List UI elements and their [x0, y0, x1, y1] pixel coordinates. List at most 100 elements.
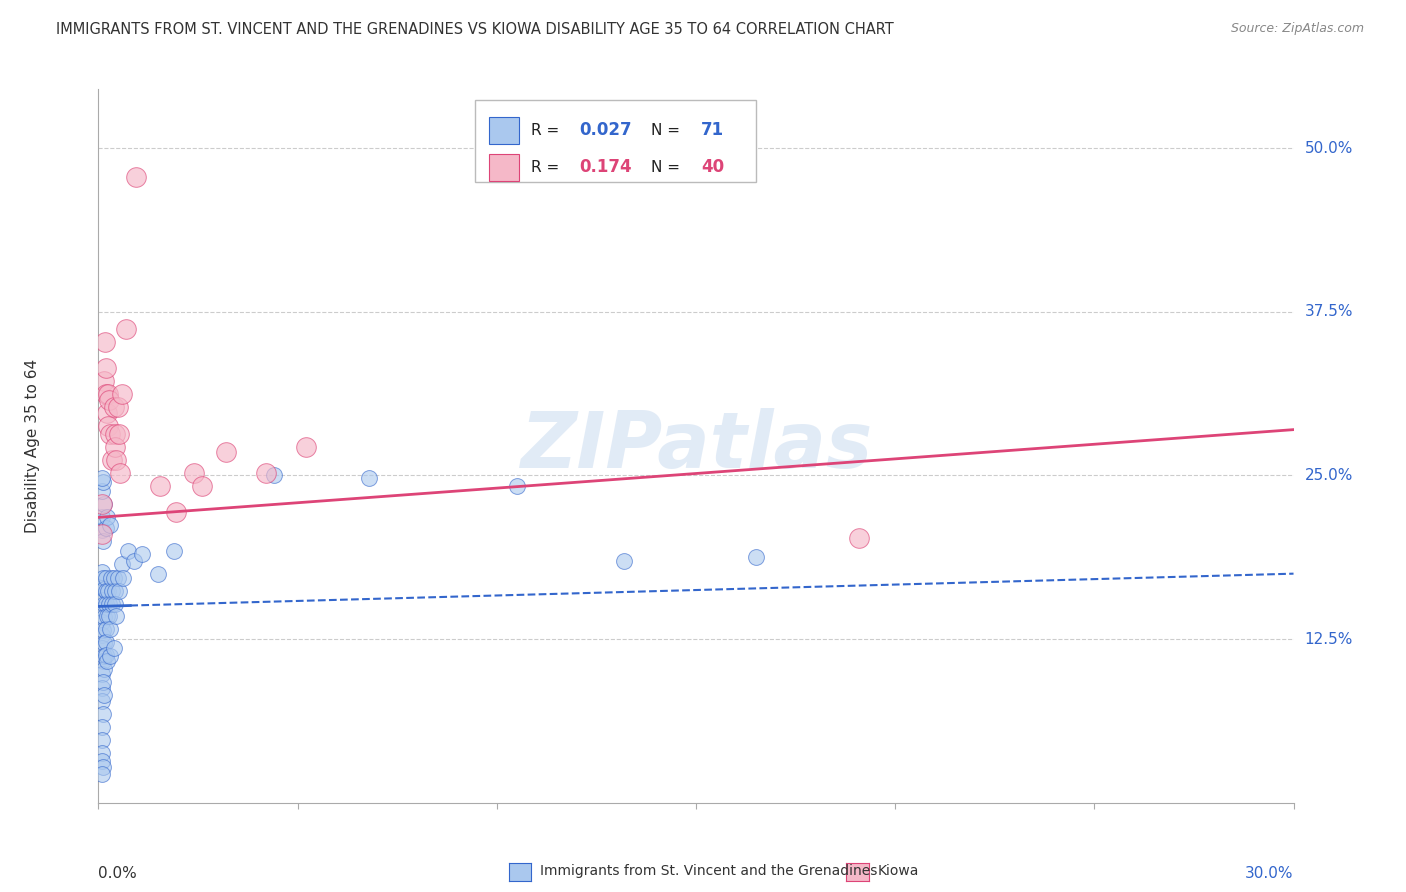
Point: [91, 592, 114, 607]
Point: [98, 649, 122, 664]
Point: [90, 615, 112, 629]
Text: 25.0%: 25.0%: [1305, 468, 1353, 483]
Text: 12.5%: 12.5%: [1305, 632, 1353, 647]
Point: [91, 475, 114, 489]
Text: 40: 40: [700, 159, 724, 177]
Point: [103, 641, 125, 656]
Point: [112, 571, 135, 585]
Point: [96, 510, 118, 524]
Point: [96, 608, 118, 623]
Point: [93, 497, 115, 511]
Point: [90, 497, 112, 511]
Point: [91, 694, 114, 708]
Point: [848, 531, 870, 545]
Point: [215, 445, 238, 459]
Point: [93, 610, 115, 624]
Point: [131, 547, 153, 561]
Point: [94, 571, 117, 585]
Text: 0.0%: 0.0%: [98, 865, 138, 880]
Point: [103, 401, 125, 415]
Point: [96, 654, 118, 668]
Point: [91, 654, 114, 668]
Point: [103, 571, 125, 585]
Point: [108, 583, 131, 598]
Point: [91, 571, 114, 585]
Point: [91, 760, 114, 774]
Point: [100, 597, 122, 611]
Point: [359, 471, 381, 485]
Point: [183, 466, 205, 480]
Point: [93, 582, 115, 597]
Point: [90, 667, 112, 681]
Text: Source: ZipAtlas.com: Source: ZipAtlas.com: [1230, 22, 1364, 36]
Point: [91, 581, 114, 595]
Point: [745, 549, 768, 564]
Point: [97, 387, 120, 401]
Point: [96, 361, 118, 376]
Point: [104, 440, 127, 454]
Point: [91, 510, 114, 524]
Point: [97, 418, 120, 433]
Point: [91, 533, 114, 548]
Point: [91, 527, 114, 541]
Point: [93, 374, 115, 388]
Point: [100, 571, 122, 585]
Point: [114, 322, 136, 336]
Point: [613, 553, 636, 567]
Point: [97, 583, 120, 598]
Point: [124, 553, 146, 567]
Point: [98, 597, 121, 611]
Text: N =: N =: [651, 160, 685, 175]
Point: [104, 426, 127, 441]
Text: 30.0%: 30.0%: [1246, 865, 1294, 880]
Point: [91, 706, 114, 721]
Point: [294, 440, 316, 454]
Text: IMMIGRANTS FROM ST. VINCENT AND THE GRENADINES VS KIOWA DISABILITY AGE 35 TO 64 : IMMIGRANTS FROM ST. VINCENT AND THE GREN…: [56, 22, 894, 37]
Text: ZIPatlas: ZIPatlas: [520, 408, 872, 484]
Point: [97, 608, 120, 623]
Text: R =: R =: [531, 122, 564, 137]
Point: [91, 623, 114, 637]
Point: [254, 466, 277, 480]
Point: [90, 754, 112, 768]
Bar: [489, 153, 519, 181]
Point: [104, 608, 127, 623]
Point: [94, 622, 117, 636]
Point: [91, 471, 114, 485]
Point: [104, 583, 127, 598]
Text: 71: 71: [700, 121, 724, 139]
Point: [90, 720, 112, 734]
Point: [98, 426, 122, 441]
Point: [91, 746, 114, 760]
Point: [90, 566, 112, 580]
Point: [98, 518, 122, 533]
Text: 37.5%: 37.5%: [1305, 304, 1353, 319]
Point: [90, 484, 112, 499]
Point: [96, 521, 118, 535]
Text: N =: N =: [651, 122, 685, 137]
Point: [165, 505, 187, 519]
Point: [117, 544, 139, 558]
Point: [506, 479, 529, 493]
Point: [110, 466, 132, 480]
Point: [100, 452, 122, 467]
Point: [98, 392, 121, 407]
Point: [91, 675, 114, 690]
Point: [104, 597, 127, 611]
Point: [263, 468, 285, 483]
Text: Kiowa: Kiowa: [877, 864, 918, 879]
Bar: [489, 117, 519, 144]
Point: [93, 689, 115, 703]
Point: [125, 169, 148, 184]
Text: Disability Age 35 to 64: Disability Age 35 to 64: [25, 359, 41, 533]
Point: [91, 733, 114, 747]
Point: [91, 681, 114, 695]
Point: [111, 558, 134, 572]
Point: [94, 387, 117, 401]
Point: [91, 641, 114, 656]
Point: [163, 544, 186, 558]
Point: [148, 566, 170, 581]
Point: [96, 406, 118, 420]
Point: [90, 524, 112, 538]
Point: [93, 662, 115, 676]
